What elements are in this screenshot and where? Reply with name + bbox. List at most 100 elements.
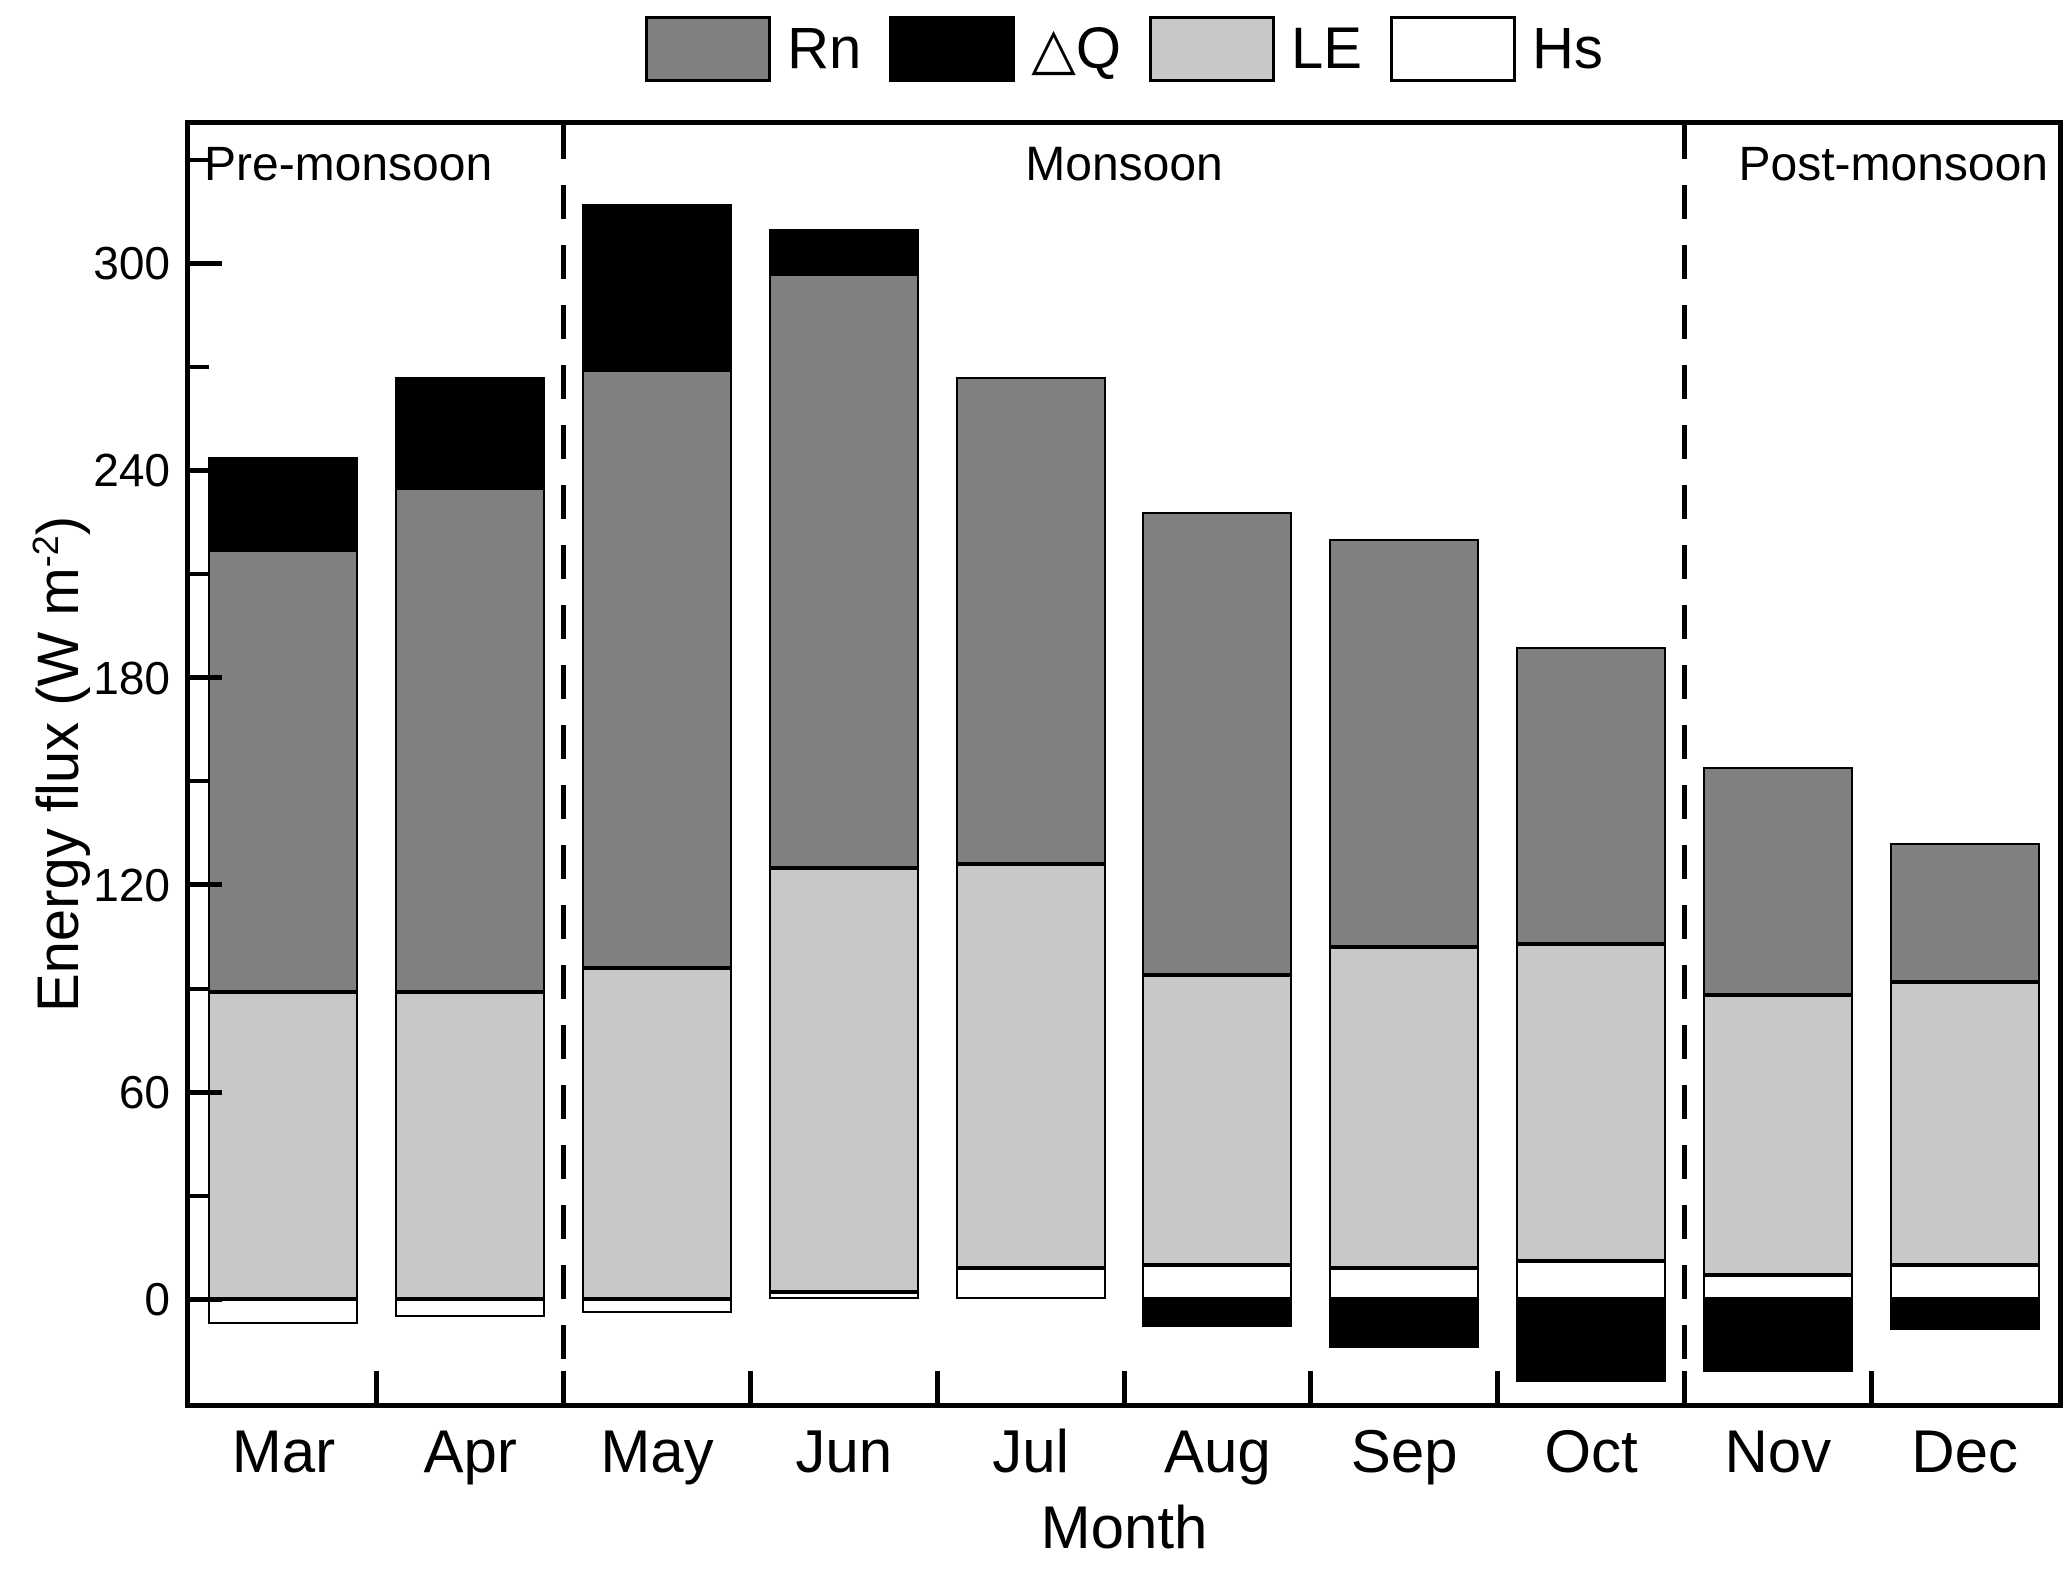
legend-swatch-hs bbox=[1389, 16, 1516, 82]
bar-aug-segment-le bbox=[1142, 974, 1293, 1265]
x-tick-label-apr: Apr bbox=[423, 1418, 517, 1485]
bar-apr-segment-hs bbox=[395, 1299, 546, 1317]
y-minor-tick-30 bbox=[190, 1193, 209, 1198]
y-tick-240 bbox=[190, 467, 222, 473]
x-tick-label-jun: Jun bbox=[795, 1418, 893, 1485]
bar-nov-segment-hs bbox=[1702, 1275, 1853, 1300]
plot-area: Pre-monsoon Monsoon Post-monsoon bbox=[185, 120, 2063, 1408]
y-minor-tick-150 bbox=[190, 779, 209, 784]
bar-jun-segment-le bbox=[768, 867, 919, 1293]
x-tick-7 bbox=[1495, 1371, 1501, 1403]
bar-jun-segment-rn bbox=[768, 273, 919, 868]
x-tick-8 bbox=[1681, 1371, 1687, 1403]
bar-aug-segment-dq bbox=[1142, 1299, 1293, 1327]
y-minor-tick-210 bbox=[190, 572, 209, 577]
bar-jul-segment-rn bbox=[955, 377, 1106, 865]
legend-item-le: LE bbox=[1149, 16, 1362, 82]
bar-oct-segment-rn bbox=[1516, 646, 1666, 944]
season-label-monsoon: Monsoon bbox=[1025, 138, 1223, 191]
bar-dec-segment-hs bbox=[1889, 1264, 2040, 1300]
bar-may-segment-le bbox=[582, 967, 732, 1300]
legend-label: △Q bbox=[1031, 16, 1122, 81]
x-tick-label-dec: Dec bbox=[1911, 1418, 2018, 1485]
bar-sep-segment-hs bbox=[1329, 1268, 1480, 1300]
bar-may-segment-rn bbox=[582, 370, 732, 968]
legend-label: LE bbox=[1291, 16, 1362, 81]
x-tick-9 bbox=[1868, 1371, 1874, 1403]
y-tick-300 bbox=[190, 260, 222, 266]
bar-may-segment-hs bbox=[582, 1299, 732, 1314]
bar-jun-segment-dq bbox=[768, 228, 919, 274]
bar-mar-segment-rn bbox=[208, 549, 359, 992]
x-tick-label-oct: Oct bbox=[1544, 1418, 1638, 1485]
bar-jul-segment-hs bbox=[955, 1268, 1106, 1300]
y-tick-60 bbox=[190, 1089, 222, 1095]
bar-aug-segment-rn bbox=[1142, 511, 1293, 975]
x-tick-1 bbox=[374, 1371, 380, 1403]
bar-mar-segment-hs bbox=[208, 1299, 359, 1324]
legend-label: Hs bbox=[1531, 16, 1603, 81]
legend-label: Rn bbox=[787, 16, 862, 81]
season-label-pre-monsoon: Pre-monsoon bbox=[204, 138, 493, 191]
y-tick-label-60: 60 bbox=[118, 1066, 170, 1119]
bar-apr-segment-rn bbox=[395, 487, 546, 992]
bar-apr-segment-le bbox=[395, 991, 546, 1300]
season-divider-2 bbox=[1681, 125, 1687, 1403]
legend-item-rn: Rn bbox=[645, 16, 861, 82]
legend-item-hs: Hs bbox=[1389, 16, 1603, 82]
x-tick-label-nov: Nov bbox=[1724, 1418, 1832, 1485]
bar-apr-segment-dq bbox=[395, 377, 546, 488]
bar-nov-segment-rn bbox=[1702, 767, 1853, 996]
bar-aug-segment-hs bbox=[1142, 1264, 1293, 1300]
season-divider-1 bbox=[561, 125, 567, 1403]
y-tick-label-300: 300 bbox=[93, 237, 170, 290]
bar-mar-segment-dq bbox=[208, 456, 359, 550]
y-minor-tick-330 bbox=[190, 157, 209, 162]
x-tick-6 bbox=[1308, 1371, 1314, 1403]
bar-oct-segment-hs bbox=[1516, 1261, 1666, 1300]
y-minor-tick-270 bbox=[190, 364, 209, 369]
y-axis-title: Energy flux (W m-2) bbox=[24, 515, 92, 1013]
bar-jun-segment-hs bbox=[768, 1292, 919, 1300]
y-tick-0 bbox=[190, 1296, 222, 1302]
bar-dec-segment-le bbox=[1889, 981, 2040, 1265]
x-tick-5 bbox=[1121, 1371, 1127, 1403]
y-tick-label-240: 240 bbox=[93, 444, 170, 497]
x-tick-3 bbox=[747, 1371, 753, 1403]
x-tick-4 bbox=[934, 1371, 940, 1403]
legend-swatch-dq bbox=[889, 16, 1016, 82]
x-tick-2 bbox=[561, 1371, 567, 1403]
bar-dec-segment-dq bbox=[1889, 1299, 2040, 1331]
season-label-post-monsoon: Post-monsoon bbox=[1738, 138, 2049, 191]
y-tick-label-0: 0 bbox=[144, 1273, 170, 1326]
x-tick-label-sep: Sep bbox=[1350, 1418, 1458, 1485]
bar-sep-segment-rn bbox=[1329, 539, 1480, 948]
x-axis-title: Month bbox=[1040, 1494, 1208, 1561]
legend-swatch-le bbox=[1149, 16, 1276, 82]
y-tick-label-180: 180 bbox=[93, 651, 170, 704]
x-tick-label-mar: Mar bbox=[231, 1418, 336, 1485]
bar-nov-segment-le bbox=[1702, 995, 1853, 1276]
legend-item-dq: △Q bbox=[889, 16, 1121, 82]
y-axis-title-main: Energy flux (W m bbox=[26, 567, 92, 1013]
bar-sep-segment-dq bbox=[1329, 1299, 1480, 1348]
bar-oct-segment-le bbox=[1516, 943, 1666, 1262]
y-tick-180 bbox=[190, 675, 222, 681]
x-tick-label-jul: Jul bbox=[992, 1418, 1069, 1485]
x-tick-label-aug: Aug bbox=[1164, 1418, 1271, 1485]
y-axis-title-close: ) bbox=[26, 515, 92, 536]
bar-dec-segment-rn bbox=[1889, 843, 2040, 982]
y-axis-title-exponent: -2 bbox=[24, 535, 66, 568]
x-tick-label-may: May bbox=[600, 1418, 714, 1485]
bar-jul-segment-le bbox=[955, 864, 1106, 1269]
bar-mar-segment-le bbox=[208, 991, 359, 1300]
bar-oct-segment-dq bbox=[1516, 1299, 1666, 1383]
bar-sep-segment-le bbox=[1329, 947, 1480, 1269]
bar-may-segment-dq bbox=[582, 204, 732, 371]
legend-swatch-rn bbox=[645, 16, 772, 82]
y-minor-tick-90 bbox=[190, 986, 209, 991]
bar-nov-segment-dq bbox=[1702, 1299, 1853, 1372]
y-tick-120 bbox=[190, 882, 222, 888]
y-tick-label-120: 120 bbox=[93, 858, 170, 911]
